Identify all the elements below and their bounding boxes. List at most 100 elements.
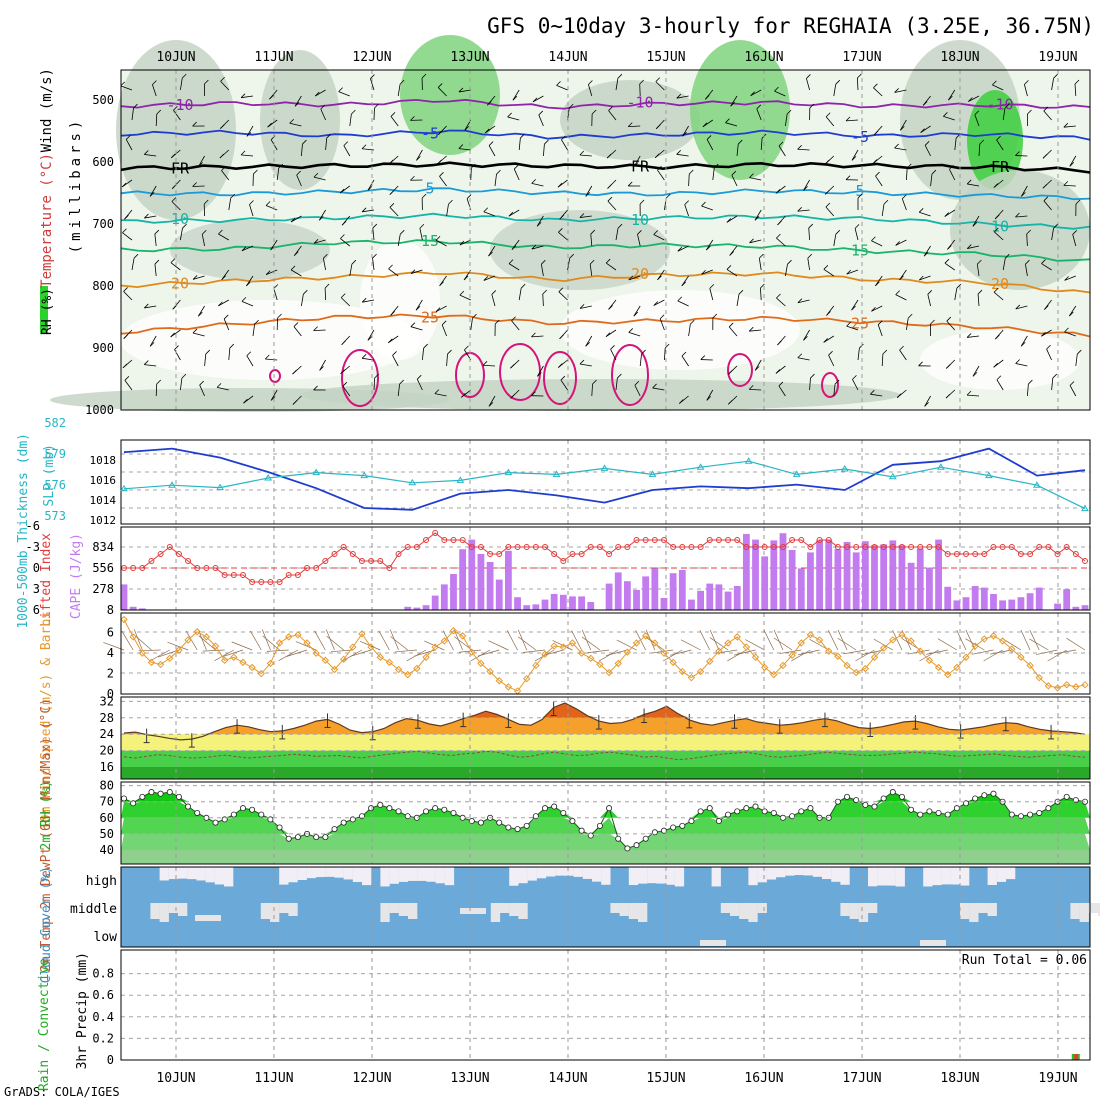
high-cloud-gap	[279, 867, 289, 885]
thickness-line	[123, 460, 1086, 510]
rh-marker	[743, 805, 750, 812]
wind-barb-flag	[532, 97, 538, 103]
li-marker	[972, 551, 979, 557]
wind-barb	[608, 110, 617, 121]
isotherm-15	[120, 239, 1091, 262]
rh-marker	[688, 818, 695, 825]
wind-barb-flag	[1028, 379, 1033, 385]
rh-marker	[908, 806, 915, 813]
wind-barb	[290, 269, 302, 277]
wind-barb-flag	[267, 122, 272, 128]
wind-barb	[290, 215, 302, 223]
cape-tick-label: 556	[92, 561, 114, 575]
wind-barb-flag	[264, 354, 270, 360]
li-marker	[230, 572, 237, 578]
wind10-barb	[326, 635, 344, 651]
wind-barb-flag	[835, 229, 841, 235]
wind-barb	[992, 84, 1004, 91]
temp-band-16-20	[121, 750, 1090, 767]
high-cloud-gap	[389, 867, 399, 884]
wind-barb	[340, 238, 351, 247]
wind-barb-flag	[367, 336, 373, 341]
wind-barb-flag	[676, 150, 682, 155]
wind-barb-flag	[464, 126, 470, 131]
wind-barb-flag	[389, 190, 395, 195]
rh-marker	[633, 842, 640, 849]
wind-barb-flag	[216, 383, 222, 388]
cape-bar	[541, 599, 549, 610]
wind-speed-marker	[120, 615, 128, 624]
wind-barb	[1068, 305, 1077, 317]
wind-barb	[676, 95, 689, 99]
wind-barb	[508, 209, 520, 217]
cape-bar	[1008, 599, 1016, 610]
wind-barb-flag	[487, 100, 492, 106]
li-marker	[560, 558, 567, 564]
high-cloud-gap	[435, 867, 445, 884]
wind-barb-flag	[421, 73, 427, 79]
date-label-bottom: 15JUN	[646, 1071, 685, 1086]
wind-barb	[122, 232, 133, 241]
slp-thickness-frame	[120, 439, 1091, 525]
isotherm-label: 10	[631, 211, 649, 229]
mid-cloud-gap	[868, 903, 878, 913]
wind-barb-flag	[835, 79, 841, 85]
date-label-top: 12JUN	[352, 50, 391, 65]
high-cloud-gap	[159, 867, 169, 881]
upper-air-frame	[120, 69, 1091, 411]
wind10-barb	[809, 638, 829, 651]
wind-barb-flag	[657, 275, 662, 281]
mid-cloud-gap	[490, 903, 501, 922]
li-marker	[285, 572, 292, 578]
wind-barb	[684, 204, 689, 217]
wind-barb-flag	[807, 253, 813, 259]
high-cloud-gap	[362, 867, 372, 886]
wind-barb-flag	[706, 135, 712, 140]
label-wind: Wind (m/s)	[39, 68, 55, 152]
isotherm-label: -10	[166, 96, 193, 114]
wind-barb-flag	[637, 230, 642, 235]
wind-barb-flag	[170, 258, 176, 263]
cloud-panel: high middle low	[70, 866, 1100, 948]
wind-barb-flag	[341, 340, 346, 346]
li-tick-label: 3	[33, 582, 40, 596]
wind-barb	[218, 299, 229, 307]
li-marker	[642, 537, 649, 543]
wind-speed-marker	[852, 668, 860, 677]
wind-barb	[241, 245, 254, 252]
wind-barb	[875, 175, 883, 187]
high-cloud-gap	[950, 867, 961, 885]
li-marker	[871, 544, 878, 550]
cloud-level-label: high	[86, 874, 117, 889]
wind-barb	[749, 389, 762, 391]
wind-barb	[170, 262, 181, 271]
wind-barb-flag	[253, 169, 258, 175]
wind-barb-flag	[294, 101, 300, 107]
li-marker	[532, 544, 539, 550]
cape-bar	[678, 570, 686, 610]
wind-barb-flag	[607, 196, 613, 202]
low-cloud-gap	[195, 915, 221, 921]
wind-barb	[657, 169, 665, 181]
cape-bar	[898, 545, 906, 610]
wind-barb	[508, 263, 520, 271]
wind-barb-flag	[828, 350, 833, 356]
wind-barb-flag	[728, 399, 733, 405]
wind-barb-flag	[507, 112, 512, 118]
wind-barb-flag	[585, 192, 591, 197]
wind-barb	[731, 174, 738, 187]
high-cloud-gap	[546, 867, 556, 877]
wind-barb-flag	[374, 103, 379, 109]
wind-barb-flag	[319, 215, 324, 221]
cape-bar	[550, 594, 558, 610]
rh-band	[121, 817, 1090, 834]
wind-barb-flag	[399, 379, 404, 385]
wind-barb-flag	[589, 259, 595, 265]
high-cloud-gap	[638, 867, 648, 884]
wind-barb	[628, 275, 641, 281]
wind-barb-flag	[1063, 181, 1069, 186]
wind-barb	[749, 329, 762, 332]
wind-barb-flag	[895, 241, 900, 246]
wind-barb	[1024, 84, 1028, 97]
wind-speed-marker	[770, 670, 778, 679]
